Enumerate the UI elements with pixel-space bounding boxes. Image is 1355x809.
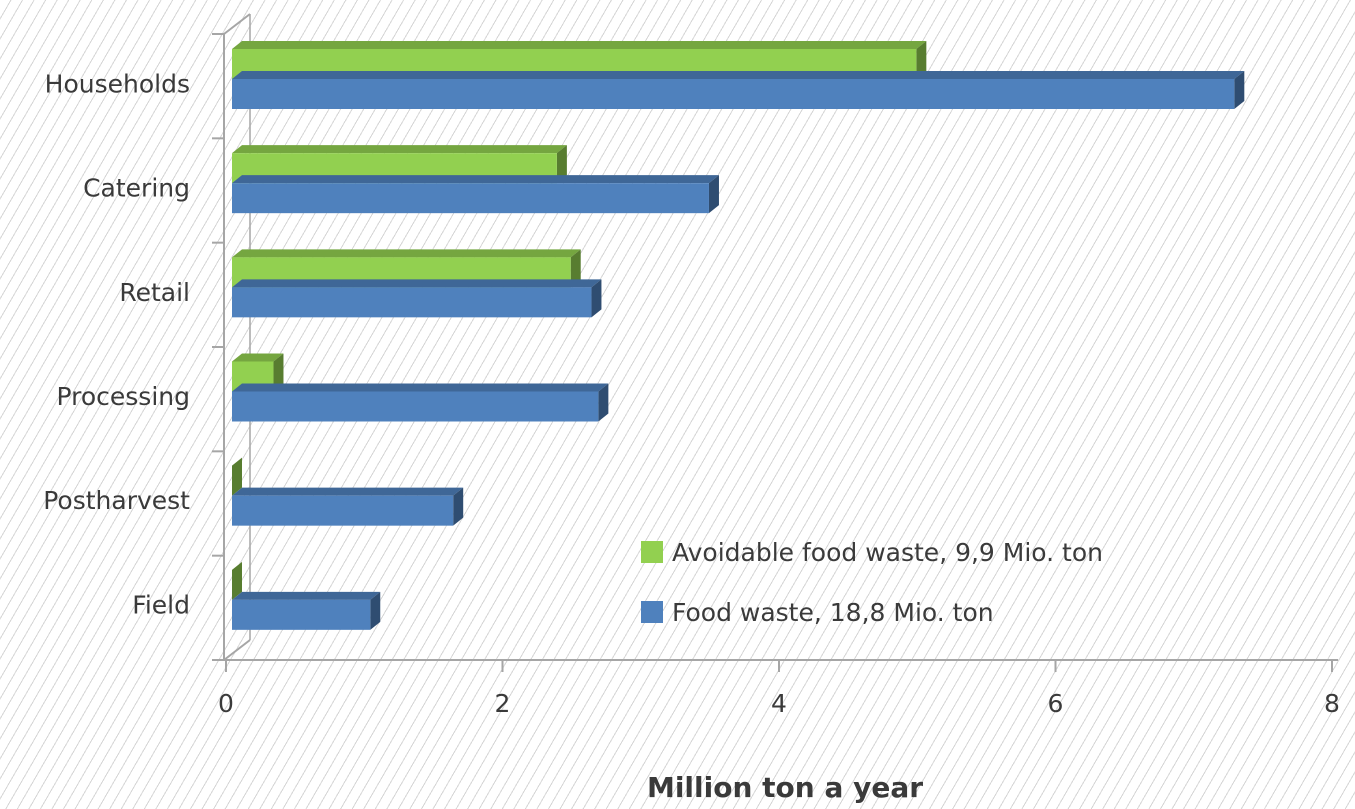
category-label: Field: [132, 590, 190, 619]
legend-swatch-food-waste: [641, 601, 663, 623]
bar-end-face: [708, 175, 719, 214]
bar-end-face: [916, 41, 927, 79]
bar: [232, 591, 381, 630]
category-label: Households: [45, 69, 190, 98]
category-label: Postharvest: [43, 486, 190, 515]
bar: [232, 561, 242, 600]
x-tick-labels: 0 2 4 6 8: [218, 689, 1340, 718]
bar: [232, 457, 242, 496]
bar-end-face: [591, 279, 602, 318]
floor-depth-edge: [223, 639, 251, 661]
x-tick-label: 4: [771, 689, 787, 718]
axes: [212, 13, 1338, 672]
bar-end-face: [556, 145, 567, 184]
bar-front-face: [232, 183, 709, 214]
category-label: Catering: [83, 174, 190, 203]
bar-end-face: [1234, 71, 1245, 109]
bar-top-face: [232, 487, 464, 496]
bar-top-face: [232, 249, 581, 258]
bar-end-face: [232, 561, 242, 600]
bar-top-face: [232, 279, 602, 288]
bar: [232, 383, 609, 422]
x-tick-label: 0: [218, 689, 234, 718]
bar-top-face: [232, 71, 1245, 79]
x-tick-label: 2: [495, 689, 511, 718]
bar-end-face: [570, 249, 581, 288]
bar: [232, 71, 1245, 109]
x-tick-label: 8: [1324, 689, 1340, 718]
legend-label-avoidable: Avoidable food waste, 9,9 Mio. ton: [672, 538, 1103, 567]
bar-top-face: [232, 353, 284, 362]
bar-front-face: [232, 391, 599, 422]
x-tick-label: 6: [1048, 689, 1064, 718]
bar-front-face: [232, 599, 371, 630]
legend-label-food-waste: Food waste, 18,8 Mio. ton: [672, 598, 994, 627]
bar: [232, 175, 719, 214]
bar-top-face: [232, 41, 927, 49]
bar-front-face: [232, 79, 1235, 109]
bar-front-face: [232, 287, 592, 318]
bar-end-face: [453, 487, 464, 526]
bar-top-face: [232, 145, 567, 154]
bar-top-face: [232, 175, 719, 184]
bars: [232, 41, 1245, 630]
back-wall-top-edge: [223, 13, 251, 35]
bar-top-face: [232, 591, 381, 600]
bar-end-face: [273, 353, 284, 392]
x-axis-title: Million ton a year: [647, 771, 923, 804]
bar-front-face: [232, 495, 454, 526]
bar: [232, 279, 602, 318]
bar: [232, 487, 464, 526]
bar-end-face: [598, 383, 609, 422]
legend-swatch-avoidable: [641, 541, 663, 563]
category-labels: Households Catering Retail Processing Postha…: [43, 69, 190, 619]
category-label: Retail: [119, 278, 190, 307]
bar-end-face: [232, 457, 242, 496]
bar-end-face: [370, 591, 381, 630]
bar-top-face: [232, 383, 609, 392]
legend: Avoidable food waste, 9,9 Mio. ton Food …: [641, 538, 1103, 627]
category-label: Processing: [57, 382, 191, 411]
